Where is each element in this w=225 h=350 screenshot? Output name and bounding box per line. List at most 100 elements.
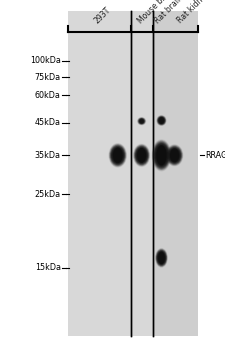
Ellipse shape bbox=[169, 148, 180, 163]
Ellipse shape bbox=[158, 253, 165, 263]
Ellipse shape bbox=[172, 153, 177, 158]
Ellipse shape bbox=[155, 249, 167, 267]
Ellipse shape bbox=[140, 152, 144, 158]
Ellipse shape bbox=[134, 145, 149, 166]
Ellipse shape bbox=[157, 147, 166, 163]
Ellipse shape bbox=[158, 117, 165, 124]
Ellipse shape bbox=[116, 153, 120, 158]
Ellipse shape bbox=[160, 119, 163, 122]
Ellipse shape bbox=[156, 115, 166, 126]
Ellipse shape bbox=[155, 145, 168, 166]
Ellipse shape bbox=[153, 142, 170, 168]
Ellipse shape bbox=[168, 147, 181, 164]
Ellipse shape bbox=[158, 116, 165, 125]
Bar bbox=[68, 10, 198, 336]
Text: 25kDa: 25kDa bbox=[35, 190, 61, 199]
Ellipse shape bbox=[159, 117, 164, 124]
Ellipse shape bbox=[170, 149, 179, 161]
Ellipse shape bbox=[110, 146, 125, 165]
Ellipse shape bbox=[160, 256, 162, 259]
Ellipse shape bbox=[110, 145, 126, 166]
Ellipse shape bbox=[156, 249, 167, 266]
Ellipse shape bbox=[157, 251, 166, 265]
Ellipse shape bbox=[138, 151, 145, 160]
Bar bbox=[68, 10, 131, 336]
Ellipse shape bbox=[157, 116, 166, 126]
Ellipse shape bbox=[139, 152, 144, 159]
Ellipse shape bbox=[136, 147, 148, 163]
Ellipse shape bbox=[159, 118, 164, 123]
Ellipse shape bbox=[156, 147, 167, 164]
Ellipse shape bbox=[160, 152, 164, 159]
Ellipse shape bbox=[140, 120, 143, 122]
Ellipse shape bbox=[136, 148, 147, 163]
Ellipse shape bbox=[160, 256, 163, 260]
Text: 60kDa: 60kDa bbox=[35, 91, 61, 100]
Ellipse shape bbox=[173, 153, 176, 158]
Ellipse shape bbox=[169, 148, 180, 162]
Text: Mouse brain: Mouse brain bbox=[136, 0, 176, 25]
Ellipse shape bbox=[138, 118, 145, 124]
Ellipse shape bbox=[168, 147, 181, 163]
Ellipse shape bbox=[159, 253, 164, 262]
Ellipse shape bbox=[158, 252, 165, 264]
Ellipse shape bbox=[140, 154, 143, 157]
Ellipse shape bbox=[155, 248, 168, 268]
Ellipse shape bbox=[109, 144, 126, 167]
Ellipse shape bbox=[138, 118, 145, 125]
Ellipse shape bbox=[113, 149, 123, 162]
Ellipse shape bbox=[160, 256, 163, 260]
Ellipse shape bbox=[159, 254, 164, 261]
Ellipse shape bbox=[115, 151, 121, 160]
Ellipse shape bbox=[140, 120, 143, 122]
Text: Rat brain: Rat brain bbox=[153, 0, 185, 25]
Ellipse shape bbox=[156, 250, 167, 266]
Ellipse shape bbox=[116, 153, 119, 157]
Ellipse shape bbox=[138, 150, 145, 161]
Ellipse shape bbox=[158, 253, 165, 263]
Ellipse shape bbox=[137, 117, 146, 125]
Ellipse shape bbox=[160, 119, 163, 122]
Ellipse shape bbox=[134, 145, 150, 166]
Ellipse shape bbox=[113, 148, 123, 163]
Ellipse shape bbox=[166, 145, 183, 166]
Ellipse shape bbox=[158, 117, 164, 124]
Ellipse shape bbox=[172, 152, 177, 159]
Text: 15kDa: 15kDa bbox=[35, 263, 61, 272]
Text: 35kDa: 35kDa bbox=[35, 151, 61, 160]
Ellipse shape bbox=[139, 119, 144, 124]
Ellipse shape bbox=[135, 146, 149, 165]
Ellipse shape bbox=[139, 119, 144, 124]
Ellipse shape bbox=[137, 149, 146, 162]
Ellipse shape bbox=[159, 151, 164, 159]
Text: 100kDa: 100kDa bbox=[30, 56, 61, 65]
Ellipse shape bbox=[140, 120, 143, 122]
Ellipse shape bbox=[154, 143, 169, 168]
Ellipse shape bbox=[159, 118, 164, 123]
Ellipse shape bbox=[160, 255, 163, 261]
Ellipse shape bbox=[109, 144, 127, 167]
Bar bbox=[131, 10, 153, 336]
Ellipse shape bbox=[158, 149, 165, 162]
Ellipse shape bbox=[137, 148, 147, 162]
Ellipse shape bbox=[157, 116, 166, 125]
Text: Rat kidney: Rat kidney bbox=[175, 0, 211, 25]
Ellipse shape bbox=[111, 146, 124, 164]
Ellipse shape bbox=[156, 146, 167, 165]
Ellipse shape bbox=[171, 150, 178, 160]
Ellipse shape bbox=[160, 119, 162, 122]
Ellipse shape bbox=[157, 251, 166, 265]
Ellipse shape bbox=[153, 141, 170, 169]
Ellipse shape bbox=[161, 120, 162, 121]
Ellipse shape bbox=[138, 118, 146, 125]
Ellipse shape bbox=[139, 119, 144, 123]
Ellipse shape bbox=[140, 119, 144, 123]
Ellipse shape bbox=[155, 248, 168, 267]
Ellipse shape bbox=[137, 118, 146, 125]
Text: 75kDa: 75kDa bbox=[35, 73, 61, 82]
Ellipse shape bbox=[167, 146, 182, 165]
Ellipse shape bbox=[141, 120, 142, 122]
Ellipse shape bbox=[151, 139, 171, 172]
Ellipse shape bbox=[166, 145, 183, 166]
Ellipse shape bbox=[137, 148, 146, 163]
